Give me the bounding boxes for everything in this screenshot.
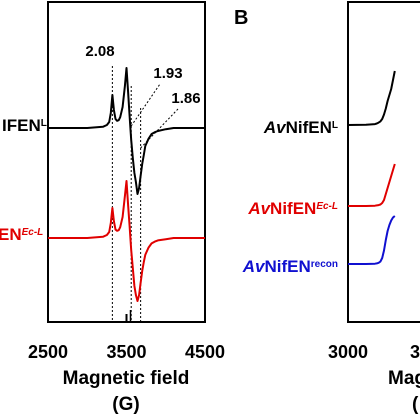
x-tick-label-a-1: 3500 [106, 342, 146, 362]
g-value-label-1: 1.93 [153, 65, 182, 82]
g-value-leader-1 [130, 83, 161, 127]
x-axis-label-a: Magnetic field [63, 368, 190, 389]
series-label-red-main: EN [0, 225, 22, 244]
g-value-label-0: 2.08 [85, 43, 114, 60]
series-line-b-2 [348, 215, 396, 265]
panel-a-frame [47, 1, 206, 323]
panel-a-curves [48, 67, 205, 302]
series-line-a-0 [48, 67, 205, 195]
panel-a-tick-labels: 2500 3500 4500 [28, 342, 225, 362]
x-tick-label-b-0: 3000 [328, 342, 368, 362]
series-b-blue-sup: recon [311, 259, 338, 270]
series-line-a-1 [48, 180, 205, 302]
series-b-red-av: Av [247, 199, 271, 218]
series-label-black-main: IFEN [2, 116, 41, 135]
series-label-black: IFENL [2, 116, 47, 135]
x-axis-unit-b: ( [412, 394, 419, 415]
series-b-black-sup: L [332, 120, 338, 131]
panel-a: 2.08 1.93 1.86 2500 3500 4500 IFENL ENEc-L M… [0, 1, 225, 415]
x-axis-unit-a: (G) [112, 394, 139, 415]
x-axis-label-b: Magne [388, 368, 420, 389]
series-b-black-label: AvNifENL [263, 118, 338, 137]
panel-b: B 300035 AvNifENL AvNifENEc-L AvNifENrec… [234, 1, 420, 415]
x-tick-label-a-0: 2500 [28, 342, 68, 362]
panel-a-annotations: 2.08 1.93 1.86 [85, 43, 201, 322]
series-b-blue-rest: NifEN [264, 257, 310, 276]
series-label-red: ENEc-L [0, 225, 43, 244]
series-b-blue-label: AvNifENrecon [242, 257, 338, 276]
series-b-red-label: AvNifENEc-L [247, 199, 338, 218]
panel-b-tick-labels: 3000 35 [328, 342, 420, 362]
series-line-b-0 [347, 70, 396, 126]
series-b-black-rest: NifEN [286, 118, 332, 137]
x-tick-label-a-2: 4500 [185, 342, 225, 362]
x-tick-label-b-1: 35 [410, 342, 420, 362]
panel-b-frame [347, 1, 420, 323]
series-b-red-rest: NifEN [270, 199, 316, 218]
panel-b-label: B [234, 7, 248, 29]
series-b-black-av: Av [263, 118, 287, 137]
series-label-black-sup: L [41, 118, 47, 129]
g-value-label-2: 1.86 [171, 90, 200, 107]
series-b-blue-av: Av [242, 257, 266, 276]
panel-b-curves [347, 70, 396, 265]
series-line-b-1 [348, 163, 396, 207]
panel-a-x-ticks [47, 310, 206, 322]
series-b-red-sup: Ec-L [316, 201, 338, 212]
series-label-red-sup: Ec-L [22, 227, 44, 238]
